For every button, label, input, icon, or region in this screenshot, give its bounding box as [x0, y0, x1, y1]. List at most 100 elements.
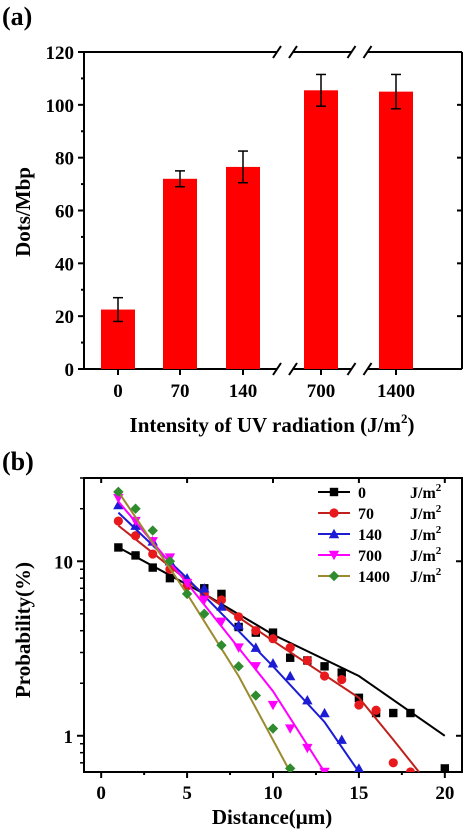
- point-700: [199, 595, 210, 606]
- panel-b-x-tick-label: 0: [96, 783, 106, 804]
- legend-unit-70: J/m2: [410, 503, 442, 523]
- point-1400: [181, 588, 193, 600]
- legend-label-70: 70: [358, 506, 374, 523]
- point-0: [389, 708, 398, 718]
- point-70: [371, 705, 381, 715]
- panel-a-x-tick-label: 140: [229, 381, 258, 402]
- point-140: [302, 694, 313, 705]
- point-140: [216, 601, 227, 611]
- legend-label-700: 700: [358, 548, 382, 565]
- point-70: [319, 671, 330, 681]
- panel-b-label: (b): [2, 447, 34, 476]
- panel-b-y-tick-label: 10: [54, 552, 73, 573]
- legend-unit-sup: 2: [436, 482, 442, 494]
- legend-marker-700: [328, 550, 340, 561]
- legend-marker-140: [328, 528, 340, 539]
- point-0: [440, 764, 450, 772]
- point-700: [233, 643, 244, 653]
- point-140: [113, 499, 124, 510]
- panel-a-plot-area: 0 20 40 60 80 100 120 0 70 140 700 1400: [46, 43, 463, 402]
- point-1400: [250, 690, 262, 701]
- legend-unit-text: J/m: [410, 548, 436, 565]
- point-0: [131, 551, 140, 560]
- fit-line-1400: [117, 491, 292, 772]
- point-700: [302, 743, 313, 754]
- panel-b-y-axis-title: Probability(%): [11, 562, 35, 698]
- point-140: [267, 658, 279, 668]
- legend-unit-1400: J/m2: [410, 566, 442, 586]
- point-0: [217, 589, 226, 599]
- panel-b-x-tick-label: 15: [349, 783, 368, 804]
- legend-unit-0: J/m2: [410, 482, 442, 502]
- panel-a-y-tick-label: 40: [55, 254, 74, 275]
- point-140: [354, 763, 364, 772]
- point-0: [165, 573, 175, 583]
- panel-a-axis-break-mark: [346, 45, 357, 59]
- point-1400: [267, 723, 279, 734]
- point-140: [250, 642, 262, 652]
- point-0: [114, 543, 123, 552]
- panel-a-axis-break-mark: [272, 362, 282, 376]
- point-70: [234, 612, 244, 622]
- point-70: [268, 634, 278, 644]
- panel-a-y-tick-label: 80: [55, 149, 74, 170]
- panel-b-series-group: [113, 486, 450, 772]
- panel-a-y-axis-title: Dots/Mbp: [11, 167, 35, 257]
- point-70: [216, 595, 227, 605]
- point-700: [181, 578, 193, 589]
- panel-a-x-tick-label: 70: [171, 381, 190, 402]
- point-1400: [284, 763, 296, 772]
- legend-marker-1400: [328, 570, 340, 582]
- panel-a-x-tick-label: 0: [113, 381, 123, 402]
- point-1400: [147, 525, 158, 536]
- panel-a-x-tick-label: 700: [307, 381, 336, 402]
- point-70: [130, 531, 141, 541]
- point-700: [284, 724, 296, 734]
- point-0: [320, 662, 329, 671]
- point-1400: [164, 556, 176, 567]
- panel-a-y-tick-label: 20: [55, 307, 74, 328]
- point-70: [302, 655, 312, 666]
- bar-70: [163, 178, 197, 369]
- point-140: [319, 707, 330, 718]
- point-0: [406, 708, 415, 718]
- panel-b-x-axis-title: Distance(μm): [212, 805, 332, 829]
- panel-a-axis-break-mark: [346, 362, 357, 376]
- point-0: [268, 628, 278, 637]
- legend-unit-sup: 2: [436, 545, 442, 557]
- bar-140: [226, 166, 260, 369]
- legend-label-140: 140: [358, 527, 382, 544]
- legend-unit-text: J/m: [410, 527, 436, 544]
- legend-marker-70: [329, 508, 339, 518]
- legend-unit-sup: 2: [436, 524, 442, 536]
- point-0: [337, 668, 346, 677]
- bar-700: [304, 90, 338, 369]
- panel-a-y-tick-label: 100: [46, 96, 75, 117]
- point-1400: [199, 608, 210, 619]
- legend-label-1400: 1400: [358, 569, 390, 586]
- panel-a-axis-break-mark: [362, 362, 373, 376]
- panel-a-y-tick-label: 120: [46, 43, 75, 64]
- point-70: [405, 767, 416, 772]
- bar-1400: [379, 91, 413, 369]
- legend-unit-140: J/m2: [410, 524, 442, 544]
- panel-b-scatter-chart: (b) Probability(%) Distance(μm) 0 5 10 15 20…: [2, 447, 463, 829]
- panel-a-x-tick-label: 1400: [377, 381, 415, 402]
- panel-a-bar-chart: (a) Dots/Mbp Intensity of UV radiation (…: [2, 2, 463, 437]
- legend-unit-text: J/m: [410, 569, 436, 586]
- point-70: [354, 700, 364, 710]
- panel-a-x-axis-title-end: ): [407, 413, 414, 437]
- panel-b-y-tick-label: 1: [64, 727, 74, 748]
- panel-a-axis-break-mark: [272, 45, 282, 59]
- point-1400: [130, 503, 141, 514]
- panel-a-y-tick-label: 0: [65, 360, 75, 381]
- legend-unit-text: J/m: [410, 485, 436, 502]
- point-140: [284, 670, 296, 681]
- panel-a-axis-break-mark: [362, 45, 373, 59]
- legend-unit-700: J/m2: [410, 545, 442, 565]
- point-70: [388, 758, 398, 768]
- point-1400: [113, 486, 124, 498]
- panel-b-x-tick-label: 10: [264, 783, 283, 804]
